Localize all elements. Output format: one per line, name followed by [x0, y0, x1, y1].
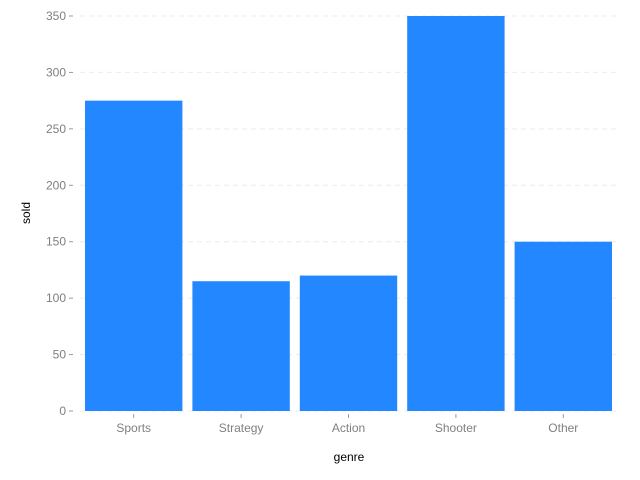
y-tick-label: 150 [46, 235, 66, 249]
y-tick-label: 0 [59, 404, 66, 418]
bar-strategy [192, 281, 290, 411]
bar-action [299, 275, 398, 411]
x-tick-label: Sports [116, 421, 151, 435]
y-tick-label: 250 [46, 122, 66, 136]
x-axis: Sports Strategy Action Shooter Other [116, 414, 578, 435]
bars [85, 16, 612, 412]
bar-sports [85, 100, 183, 412]
y-tick-label: 200 [46, 178, 66, 192]
y-tick-label: 350 [46, 9, 66, 23]
y-axis: 0 50 100 150 200 250 300 350 [46, 9, 73, 418]
x-tick-label: Other [548, 421, 578, 435]
y-tick-label: 300 [46, 65, 66, 79]
y-axis-title: sold [19, 202, 33, 224]
y-tick-label: 100 [46, 291, 66, 305]
y-tick-label: 50 [53, 348, 67, 362]
bar-other [514, 241, 612, 411]
x-tick-label: Strategy [219, 421, 264, 435]
bar-shooter [407, 16, 505, 411]
x-axis-title: genre [334, 450, 365, 464]
x-tick-label: Action [332, 421, 365, 435]
x-tick-label: Shooter [435, 421, 477, 435]
